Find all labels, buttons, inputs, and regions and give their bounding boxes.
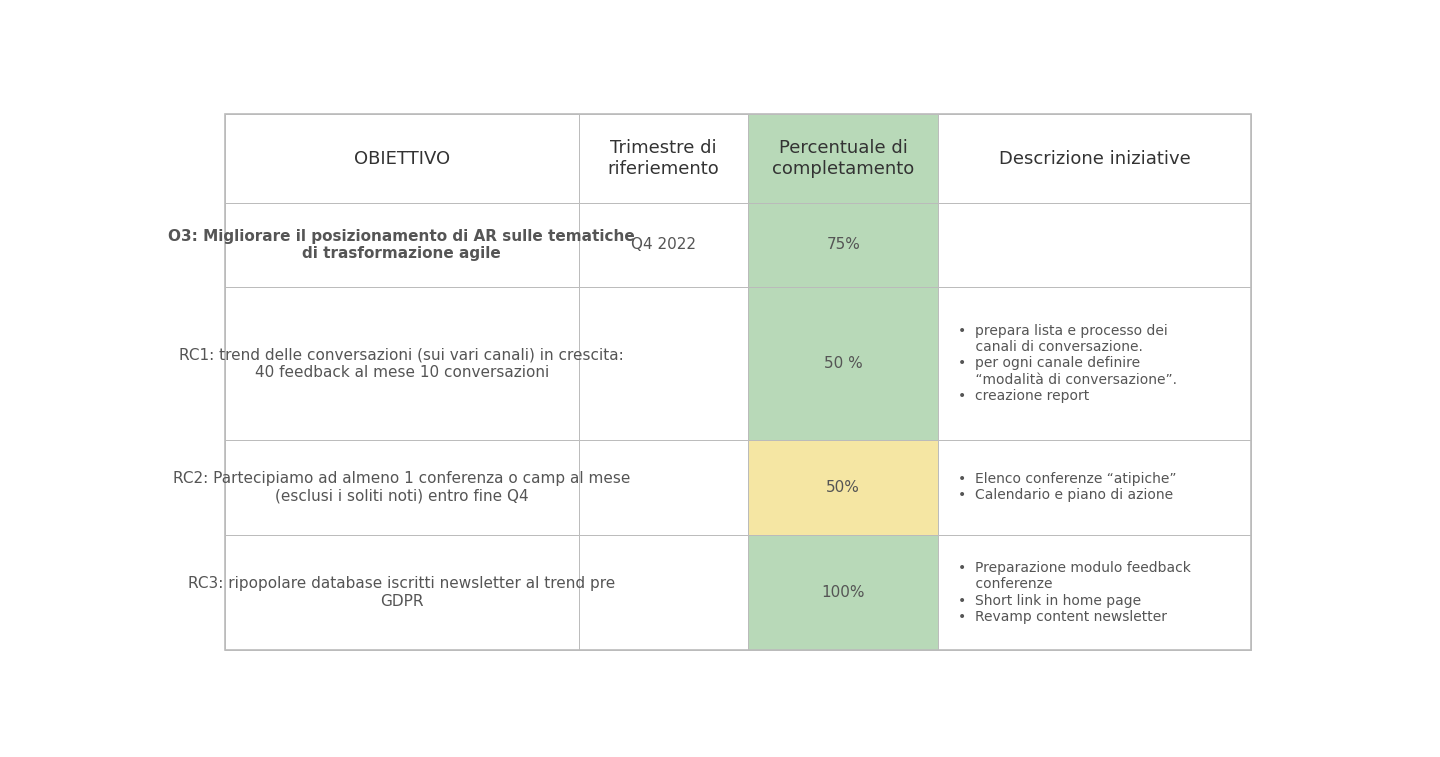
Bar	[225, 114, 579, 203]
Text: Trimestre di
riferiemento: Trimestre di riferiemento	[608, 139, 720, 178]
Text: Q4 2022: Q4 2022	[631, 238, 696, 252]
Bar	[225, 287, 579, 441]
Bar	[749, 441, 939, 534]
Bar	[579, 114, 749, 203]
Text: •  Preparazione modulo feedback
    conferenze
•  Short link in home page
•  Rev: • Preparazione modulo feedback conferenz…	[958, 561, 1191, 624]
Bar	[749, 114, 939, 203]
Text: •  Elenco conferenze “atipiche”
•  Calendario e piano di azione: • Elenco conferenze “atipiche” • Calenda…	[958, 472, 1176, 503]
Bar	[939, 441, 1251, 534]
Text: 50%: 50%	[827, 480, 860, 495]
Bar	[939, 203, 1251, 287]
Bar	[939, 534, 1251, 650]
Bar	[579, 203, 749, 287]
Bar	[749, 203, 939, 287]
Text: Percentuale di
completamento: Percentuale di completamento	[772, 139, 914, 178]
Bar	[579, 287, 749, 441]
Text: O3: Migliorare il posizionamento di AR sulle tematiche
di trasformazione agile: O3: Migliorare il posizionamento di AR s…	[168, 229, 635, 261]
Text: 50 %: 50 %	[824, 356, 863, 371]
Bar	[749, 287, 939, 441]
Bar	[225, 441, 579, 534]
Text: 100%: 100%	[821, 585, 865, 600]
Text: RC1: trend delle conversazioni (sui vari canali) in crescita:
40 feedback al mes: RC1: trend delle conversazioni (sui vari…	[180, 347, 624, 379]
Text: OBIETTIVO: OBIETTIVO	[354, 150, 449, 167]
Text: RC2: Partecipiamo ad almeno 1 conferenza o camp al mese
(esclusi i soliti noti) : RC2: Partecipiamo ad almeno 1 conferenza…	[173, 471, 631, 503]
Bar	[579, 441, 749, 534]
Text: RC3: ripopolare database iscritti newsletter al trend pre
GDPR: RC3: ripopolare database iscritti newsle…	[189, 576, 615, 609]
Text: Descrizione iniziative: Descrizione iniziative	[999, 150, 1191, 167]
Bar	[749, 534, 939, 650]
Bar	[939, 114, 1251, 203]
Bar	[939, 287, 1251, 441]
Bar	[579, 534, 749, 650]
Bar	[225, 534, 579, 650]
Bar	[225, 203, 579, 287]
Text: •  prepara lista e processo dei
    canali di conversazione.
•  per ogni canale : • prepara lista e processo dei canali di…	[958, 324, 1178, 403]
Text: 75%: 75%	[827, 238, 860, 252]
